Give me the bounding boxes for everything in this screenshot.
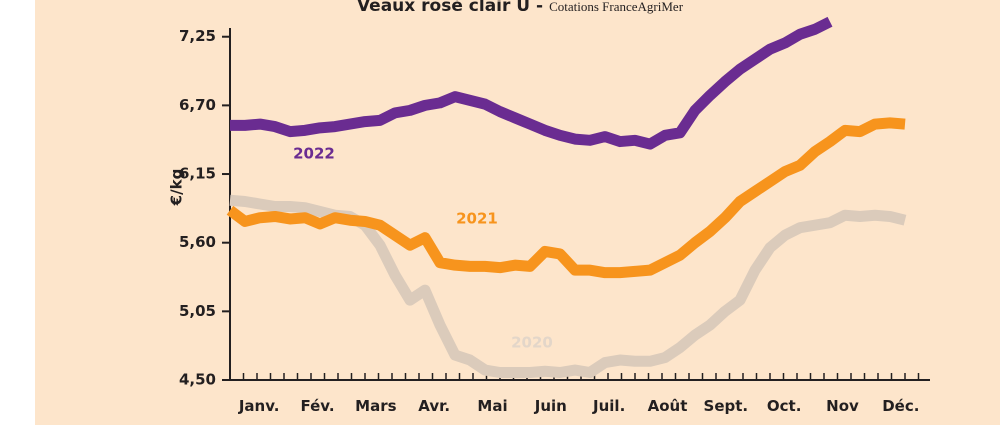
x-tick-label: Juil. — [592, 397, 625, 415]
x-tick-label: Nov — [826, 397, 859, 415]
x-tick-label: Oct. — [767, 397, 802, 415]
y-tick-label: 7,25 — [179, 27, 216, 45]
y-tick-label: 6,70 — [179, 96, 216, 114]
x-tick-label: Avr. — [418, 397, 450, 415]
x-tick-label: Déc. — [882, 397, 919, 415]
series-line — [230, 16, 833, 150]
series-label: 2022 — [293, 145, 335, 163]
source: Cotations FranceAgriMer — [549, 0, 684, 14]
x-tick-label: Fév. — [300, 397, 334, 415]
x-tick-label: Janv. — [238, 397, 280, 415]
y-tick-label: 5,60 — [179, 233, 216, 251]
x-tick-label: Juin — [534, 397, 567, 415]
x-tick-label: Août — [648, 397, 688, 415]
title: Veaux rosé clair U - — [357, 0, 543, 16]
series-label: 2021 — [456, 210, 498, 228]
y-tick-label: 5,05 — [179, 302, 216, 320]
y-axis-label: €/kg — [168, 169, 186, 207]
x-tick-label: Mai — [477, 397, 507, 415]
y-tick-label: 4,50 — [179, 371, 216, 389]
series-line — [226, 117, 906, 279]
x-tick-label: Mars — [355, 397, 396, 415]
x-tick-label: Sept. — [704, 397, 749, 415]
series-label: 2020 — [511, 334, 553, 352]
y-tick-label: 6,15 — [179, 165, 216, 183]
chart-title: Veaux rosé clair U - Cotations FranceAgri… — [357, 0, 684, 16]
